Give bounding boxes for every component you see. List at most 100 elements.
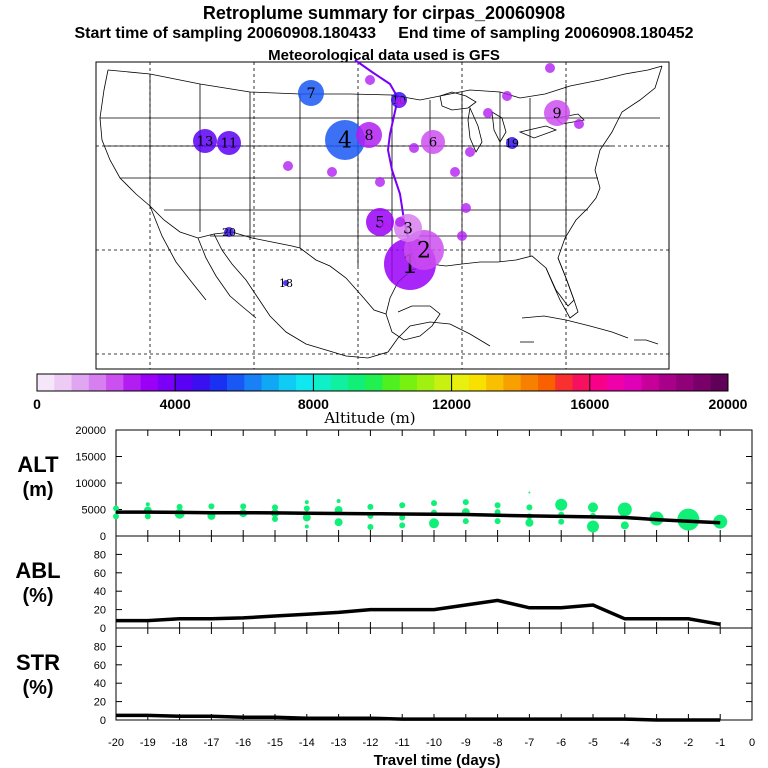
map-secondary-point bbox=[409, 143, 419, 153]
alt-series-line bbox=[116, 510, 721, 525]
plume-circle bbox=[283, 280, 289, 286]
map-secondary-point bbox=[545, 63, 555, 73]
y-tick-label: 15000 bbox=[75, 452, 106, 464]
plume-circle bbox=[574, 119, 584, 129]
alt-panel: ALT(m) 20000 15000 10000 5000 0 bbox=[17, 425, 753, 543]
colorbar-swatch bbox=[192, 374, 211, 391]
panel-name: ABL bbox=[15, 558, 60, 583]
map-panel: 123456789101113181920 bbox=[95, 59, 670, 370]
time-series-panels: ALT(m)20000150001000050000ABL(%)80604020… bbox=[15, 425, 755, 749]
colorbar-swatch bbox=[382, 374, 401, 391]
colorbar-swatch bbox=[520, 374, 539, 391]
panel-unit: (%) bbox=[22, 585, 53, 607]
colorbar-swatch bbox=[365, 374, 383, 391]
map-point: 13 bbox=[193, 129, 217, 153]
plume-circle bbox=[381, 221, 391, 231]
panel-frame bbox=[115, 535, 753, 629]
met-data: Meteorological data used is GFS bbox=[268, 47, 500, 64]
map-secondary-point bbox=[375, 177, 385, 187]
plume-circle bbox=[502, 91, 512, 101]
map-point-label: 5 bbox=[375, 213, 385, 231]
y-tick-label: 0 bbox=[100, 531, 106, 543]
x-tick-label: -13 bbox=[331, 737, 347, 749]
altitude-scatter-point bbox=[431, 500, 437, 507]
x-tick-label: -17 bbox=[203, 737, 219, 749]
plume-circle bbox=[461, 203, 471, 213]
panel-unit: (m) bbox=[22, 479, 53, 501]
y-tick-label: 5000 bbox=[82, 505, 106, 517]
colorbar-swatch bbox=[693, 374, 712, 391]
map-point: 19 bbox=[505, 137, 519, 150]
colorbar-swatch bbox=[347, 374, 366, 391]
plume-circle bbox=[545, 63, 555, 73]
map-point: 18 bbox=[279, 277, 293, 290]
map-point: 6 bbox=[421, 130, 445, 154]
colorbar-swatch bbox=[71, 374, 90, 391]
altitude-scatter-point bbox=[617, 502, 632, 517]
y-tick-label: 0 bbox=[100, 623, 106, 635]
plume-circle bbox=[327, 167, 337, 177]
altitude-scatter-point bbox=[399, 502, 406, 509]
colorbar-swatch bbox=[658, 374, 677, 391]
map-secondary-point bbox=[457, 231, 467, 241]
plume-circle bbox=[224, 227, 234, 237]
map-secondary-point bbox=[395, 217, 405, 227]
colorbar-swatch bbox=[624, 374, 643, 391]
map-point-label: 8 bbox=[364, 128, 373, 144]
plume-circle bbox=[544, 100, 570, 126]
start-time: Start time of sampling 20060908.180433 bbox=[74, 25, 377, 42]
colorbar-swatch bbox=[330, 374, 349, 391]
str-series-line bbox=[116, 713, 721, 722]
plume-circle bbox=[395, 217, 405, 227]
map-point-label: 7 bbox=[306, 86, 315, 102]
colorbar-swatch bbox=[676, 374, 694, 391]
plume-circle bbox=[465, 147, 475, 157]
x-tick-label: -8 bbox=[493, 737, 503, 749]
colorbar-swatch bbox=[37, 374, 55, 391]
colorbar-swatch bbox=[106, 374, 124, 391]
map-secondary-point bbox=[574, 119, 584, 129]
colorbar-tick-label: 20000 bbox=[709, 396, 748, 412]
x-tick-label: -19 bbox=[140, 737, 156, 749]
x-tick-label: -18 bbox=[172, 737, 188, 749]
x-tick-label: -2 bbox=[684, 737, 694, 749]
altitude-scatter-point bbox=[462, 499, 469, 506]
end-time: End time of sampling 20060908.180452 bbox=[398, 25, 694, 42]
x-tick-label: -15 bbox=[267, 737, 283, 749]
x-tick-label: -9 bbox=[461, 737, 471, 749]
plume-circle bbox=[375, 177, 385, 187]
colorbar-swatch bbox=[123, 374, 142, 391]
x-tick-label: -1 bbox=[715, 737, 725, 749]
colorbar-swatch bbox=[555, 374, 574, 391]
plume-circle bbox=[395, 97, 405, 107]
abl-panel: ABL(%) 80 60 40 20 0 bbox=[15, 535, 753, 635]
colorbar-swatch bbox=[607, 374, 625, 391]
colorbar-swatch bbox=[486, 374, 504, 391]
x-tick-label: -7 bbox=[525, 737, 535, 749]
map-point-label: 3 bbox=[403, 219, 413, 237]
colorbar: 0 4000 8000 12000 16000 20000 bbox=[33, 373, 748, 412]
map-point-label: 4 bbox=[338, 129, 352, 154]
map-point-label: 9 bbox=[552, 106, 561, 122]
map-secondary-point bbox=[450, 167, 460, 177]
x-tick-label: -4 bbox=[620, 737, 630, 749]
colorbar-swatch bbox=[54, 374, 73, 391]
abl-series-line bbox=[116, 598, 721, 627]
altitude-scatter-point bbox=[399, 514, 406, 521]
sampling-times: Start time of sampling 20060908.180433 E… bbox=[0, 25, 768, 43]
plume-circle bbox=[356, 122, 382, 148]
altitude-scatter-point bbox=[113, 513, 119, 520]
x-tick-label: -20 bbox=[108, 737, 124, 749]
altitude-scatter-point bbox=[145, 502, 150, 507]
altitude-scatter-point bbox=[113, 505, 119, 512]
y-tick-label: 20 bbox=[94, 605, 106, 617]
y-tick-label: 80 bbox=[94, 549, 106, 561]
colorbar-swatch bbox=[278, 374, 297, 391]
colorbar-swatch bbox=[399, 374, 418, 391]
colorbar-swatch bbox=[451, 374, 470, 391]
altitude-scatter-point bbox=[334, 518, 343, 527]
panel-name: STR bbox=[16, 650, 60, 675]
colorbar-tick-label: 4000 bbox=[160, 396, 191, 412]
map-secondary-point bbox=[502, 91, 512, 101]
altitude-scatter-point bbox=[528, 491, 531, 494]
